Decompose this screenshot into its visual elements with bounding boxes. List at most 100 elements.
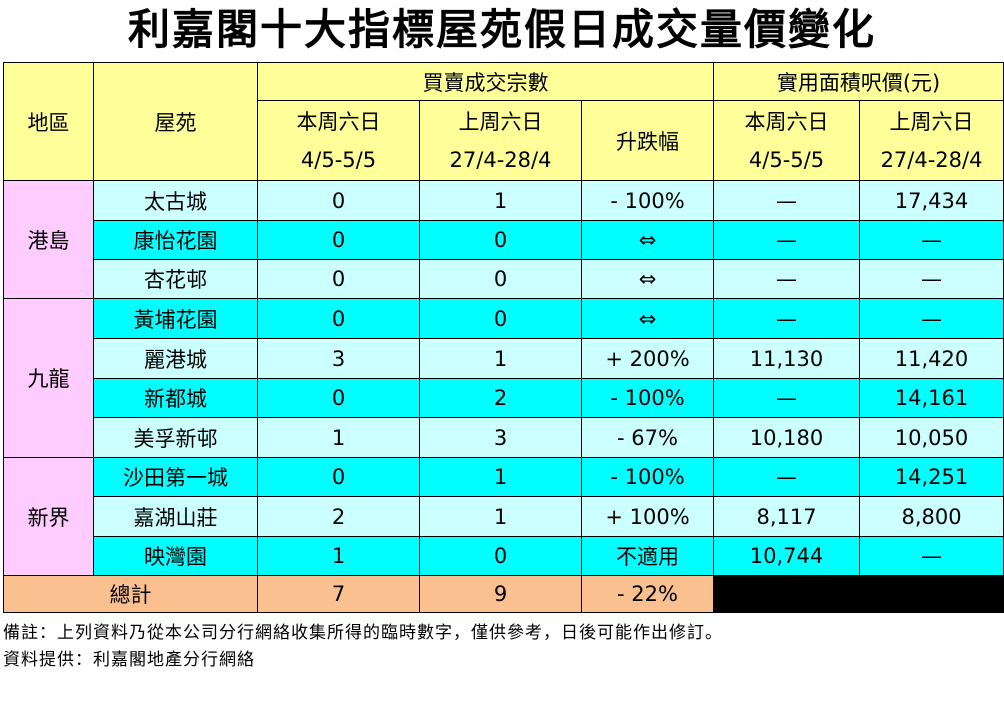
header-last-week-price: 上周六日 27/4-28/4	[859, 100, 1004, 181]
total-last-week-tx: 9	[419, 575, 582, 613]
this-week-price: —	[713, 259, 861, 299]
estate-name: 杏花邨	[93, 259, 258, 299]
this-week-price: 10,744	[713, 536, 861, 576]
last-week-price: 14,161	[859, 378, 1004, 418]
header-change: 升跌幅	[580, 100, 715, 181]
header-this-week-tx: 本周六日 4/5-5/5	[257, 100, 420, 181]
last-week-tx: 0	[419, 220, 582, 260]
estate-name: 嘉湖山莊	[93, 496, 258, 537]
this-week-tx: 3	[257, 338, 420, 379]
total-change-pct: - 22%	[580, 575, 715, 613]
transactions-table: 地區 屋苑 買賣成交宗數 實用面積呎價(元) 本周六日 4/5-5/5 上周六日…	[3, 62, 1004, 613]
last-week-price: 14,251	[859, 457, 1004, 497]
header-this-week-price: 本周六日 4/5-5/5	[713, 100, 861, 181]
this-week-tx: 0	[257, 259, 420, 299]
last-week-price: 17,434	[859, 180, 1004, 221]
table-row: 麗港城 3 1 + 200% 11,130 11,420	[3, 338, 1004, 379]
change-pct: + 100%	[580, 496, 715, 537]
last-week-price: 8,800	[859, 496, 1004, 537]
last-week-price: —	[859, 220, 1004, 260]
change-pct: 不適用	[580, 536, 715, 576]
table-row: 九龍 黃埔花園 0 0 ⇔ — —	[3, 298, 1004, 458]
last-week-tx: 1	[419, 180, 582, 221]
change-pct: - 67%	[580, 417, 715, 458]
table-row: 新都城 0 2 - 100% — 14,161	[3, 378, 1004, 418]
header-last-week-label: 上周六日	[889, 109, 974, 134]
change-pct: + 200%	[580, 338, 715, 379]
this-week-price: —	[713, 180, 861, 221]
change-pct: - 100%	[580, 180, 715, 221]
estate-name: 美孚新邨	[93, 417, 258, 458]
total-this-week-tx: 7	[257, 575, 420, 613]
this-week-tx: 1	[257, 536, 420, 576]
this-week-tx: 0	[257, 378, 420, 418]
this-week-price: —	[713, 220, 861, 260]
table-row: 港島 太古城 0 1 - 100% — 17,434	[3, 180, 1004, 299]
this-week-price: —	[713, 457, 861, 497]
this-week-price: —	[713, 298, 861, 339]
this-week-price: —	[713, 378, 861, 418]
total-label: 總計	[3, 575, 258, 613]
change-pct: ⇔	[580, 298, 715, 339]
header-last-week-dates: 27/4-28/4	[449, 147, 552, 172]
this-week-tx: 2	[257, 496, 420, 537]
estate-name: 映灣園	[93, 536, 258, 576]
this-week-price: 10,180	[713, 417, 861, 458]
change-pct: ⇔	[580, 220, 715, 260]
table-row: 杏花邨 0 0 ⇔ — —	[3, 259, 1004, 299]
estate-name: 黃埔花園	[93, 298, 258, 339]
region-cell: 港島	[3, 180, 94, 299]
this-week-tx: 1	[257, 417, 420, 458]
remark-note: 備註：上列資料乃從本公司分行網絡收集所得的臨時數字，僅供參考，日後可能作出修訂。	[3, 623, 723, 643]
last-week-tx: 2	[419, 378, 582, 418]
estate-name: 麗港城	[93, 338, 258, 379]
last-week-tx: 0	[419, 259, 582, 299]
last-week-tx: 1	[419, 496, 582, 537]
estate-name: 沙田第一城	[93, 457, 258, 497]
total-row: 總計 7 9 - 22%	[3, 575, 1004, 613]
last-week-tx: 3	[419, 417, 582, 458]
header-last-week-dates: 27/4-28/4	[880, 147, 983, 172]
table-row: 新界 沙田第一城 0 1 - 100% — 14,251	[3, 457, 1004, 576]
table-row: 嘉湖山莊 2 1 + 100% 8,117 8,800	[3, 496, 1004, 537]
last-week-tx: 1	[419, 338, 582, 379]
page-title: 利嘉閣十大指標屋苑假日成交量價變化	[127, 5, 876, 54]
this-week-tx: 0	[257, 180, 420, 221]
header-transactions-group: 買賣成交宗數	[256, 62, 715, 101]
region-cell: 九龍	[3, 298, 94, 458]
this-week-price: 11,130	[713, 338, 861, 379]
change-pct: - 100%	[580, 378, 715, 418]
last-week-price: 10,050	[859, 417, 1004, 458]
last-week-price: —	[859, 536, 1004, 576]
estate-name: 太古城	[93, 180, 258, 221]
header-this-week-label: 本周六日	[744, 109, 829, 134]
header-price-group: 實用面積呎價(元)	[713, 62, 1004, 101]
change-pct: - 100%	[580, 457, 715, 497]
estate-name: 新都城	[93, 378, 258, 418]
table-row: 映灣園 1 0 不適用 10,744 —	[3, 536, 1004, 576]
last-week-price: —	[859, 259, 1004, 299]
header-last-week-label: 上周六日	[458, 109, 543, 134]
footnotes: 備註：上列資料乃從本公司分行網絡收集所得的臨時數字，僅供參考，日後可能作出修訂。…	[3, 620, 723, 674]
estate-name: 康怡花園	[93, 220, 258, 260]
table-row: 美孚新邨 1 3 - 67% 10,180 10,050	[3, 417, 1004, 458]
change-pct: ⇔	[580, 259, 715, 299]
last-week-tx: 0	[419, 298, 582, 339]
region-cell: 新界	[3, 457, 94, 576]
header-region: 地區	[3, 62, 94, 181]
header-this-week-dates: 4/5-5/5	[300, 147, 377, 172]
source-note: 資料提供：利嘉閣地產分行網絡	[3, 650, 255, 670]
this-week-tx: 0	[257, 298, 420, 339]
total-price-blank	[713, 575, 1004, 613]
last-week-tx: 0	[419, 536, 582, 576]
table-row: 康怡花園 0 0 ⇔ — —	[3, 220, 1004, 260]
this-week-tx: 0	[257, 457, 420, 497]
last-week-price: —	[859, 298, 1004, 339]
header-estate: 屋苑	[93, 62, 258, 181]
last-week-price: 11,420	[859, 338, 1004, 379]
header-this-week-label: 本周六日	[296, 109, 381, 134]
header-this-week-dates: 4/5-5/5	[748, 147, 825, 172]
this-week-price: 8,117	[713, 496, 861, 537]
this-week-tx: 0	[257, 220, 420, 260]
header-last-week-tx: 上周六日 27/4-28/4	[419, 100, 582, 181]
